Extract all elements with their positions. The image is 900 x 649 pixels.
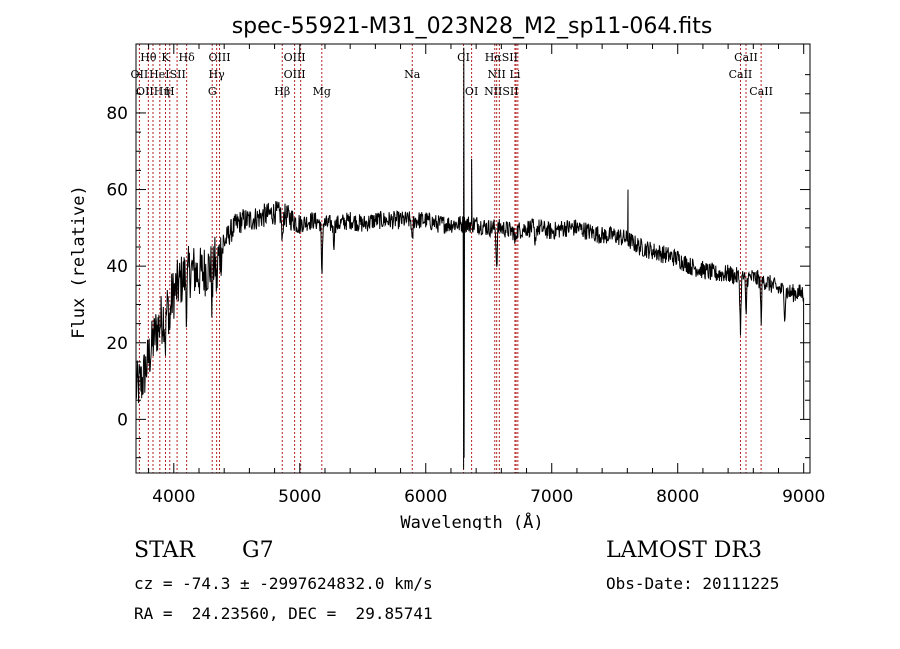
y-tick-label: 0	[117, 410, 128, 430]
coordinates: RA = 24.23560, DEC = 29.85741	[134, 604, 433, 623]
x-tick-label: 4000	[152, 487, 195, 507]
x-tick-label: 9000	[782, 487, 825, 507]
line-label: Mg	[313, 85, 331, 98]
line-label: OIIHη	[136, 85, 170, 98]
x-tick-label: 8000	[656, 487, 699, 507]
line-label: H	[165, 85, 175, 98]
y-tick-label: 80	[106, 104, 128, 124]
emission-line-markers	[138, 44, 762, 473]
line-label: OIII	[208, 51, 230, 64]
line-label: NIISII	[484, 85, 519, 98]
line-label: K	[161, 51, 170, 64]
y-tick-label: 20	[106, 334, 128, 354]
line-label: Hβ	[274, 85, 290, 98]
line-label: OI	[465, 85, 478, 98]
redshift-readout: cz = -74.3 ± -2997624832.0 km/s	[134, 574, 433, 593]
plot-frame	[135, 43, 811, 474]
y-axis-label: Flux (relative)	[69, 185, 89, 339]
line-label: NII	[488, 68, 506, 81]
spectrum-line	[135, 47, 805, 470]
obs-date: Obs-Date: 20111225	[606, 574, 780, 593]
line-label: HαSII	[485, 51, 518, 64]
object-subclass: G7	[242, 538, 274, 563]
y-tick-label: 40	[106, 257, 128, 277]
x-tick-label: 6000	[404, 487, 447, 507]
line-label: Hγ	[209, 68, 226, 81]
survey-label: LAMOST DR3	[606, 538, 762, 563]
line-label: Li	[510, 68, 521, 81]
object-class: STAR	[134, 538, 195, 563]
line-label: CaII	[734, 51, 758, 64]
line-label: Na	[404, 68, 421, 81]
x-tick-label: 5000	[278, 487, 321, 507]
x-tick-label: 7000	[530, 487, 573, 507]
spectrum-chart: spec-55921-M31_023N28_M2_sp11-064.fits H…	[69, 14, 825, 533]
line-label: Hδ	[179, 51, 196, 64]
line-label: Hθ	[140, 51, 157, 64]
line-label: OIII	[284, 68, 306, 81]
line-label: CaII	[729, 68, 753, 81]
line-label: OIII	[284, 51, 306, 64]
x-axis-ticks: 4000 5000 6000 7000 8000 9000	[148, 44, 825, 507]
y-axis-ticks: 0 20 40 60 80	[106, 74, 810, 459]
line-label: HeISII	[149, 68, 186, 81]
chart-title: spec-55921-M31_023N28_M2_sp11-064.fits	[232, 14, 713, 39]
line-label: G	[208, 85, 217, 98]
y-tick-label: 60	[106, 181, 128, 201]
x-axis-label: Wavelength (Å)	[400, 511, 543, 530]
line-label: CaII	[749, 85, 773, 98]
